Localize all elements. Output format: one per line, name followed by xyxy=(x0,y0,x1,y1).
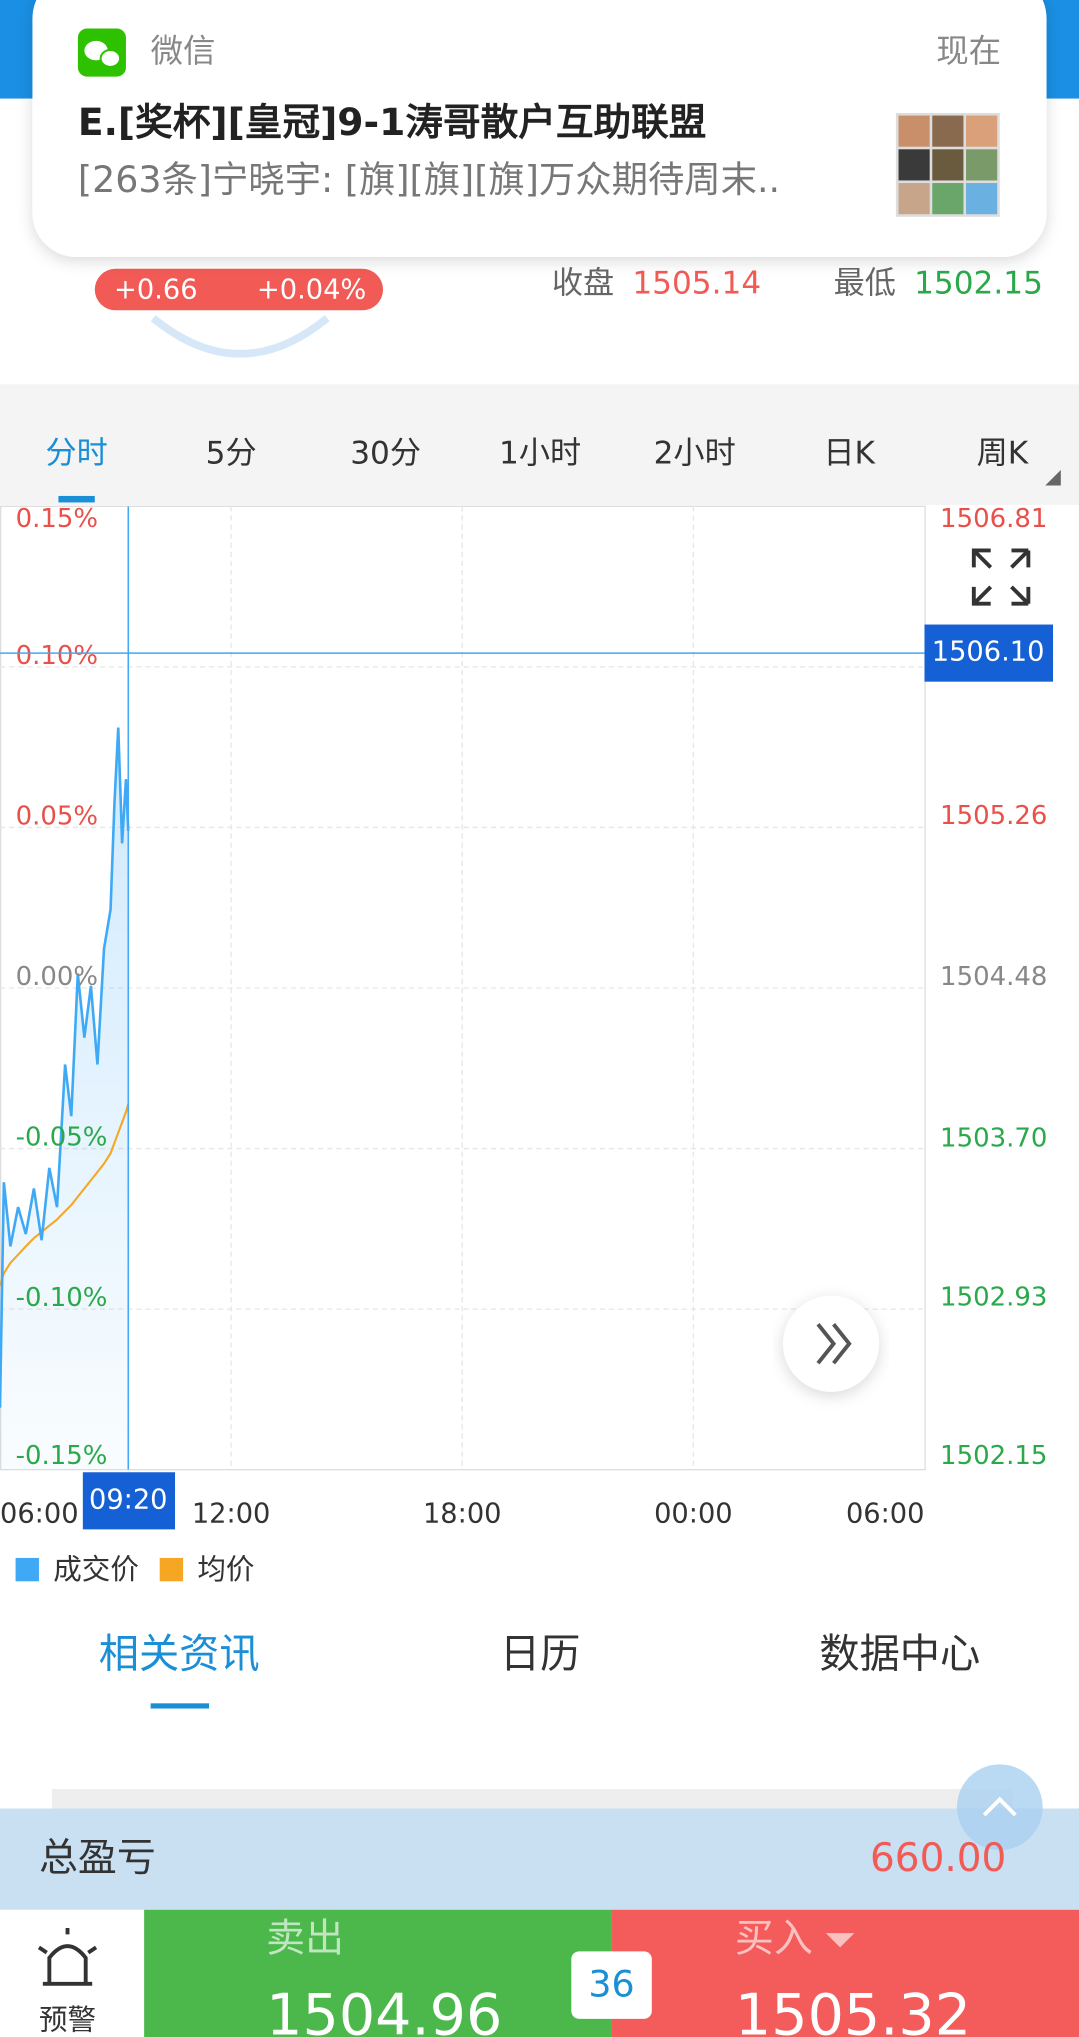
chart-bg xyxy=(0,505,1079,1593)
legend-swatch xyxy=(15,1557,39,1582)
x-tick-label: 12:00 xyxy=(192,1499,271,1530)
buy-price: 1505.32 xyxy=(735,1982,971,2037)
y-tick-label: 1506.81 xyxy=(940,504,1047,534)
period-tab[interactable]: 周K xyxy=(977,435,1030,471)
period-tab[interactable]: 分时 xyxy=(45,435,107,471)
crosshair-time-label: 09:20 xyxy=(89,1484,168,1515)
legend-label: 均价 xyxy=(197,1552,254,1586)
wechat-bubble xyxy=(99,49,122,68)
alert-button[interactable] xyxy=(0,1909,145,2037)
y-tick-label: 1503.70 xyxy=(940,1123,1047,1153)
buy-dropdown[interactable] xyxy=(825,1933,855,1948)
buy-button[interactable] xyxy=(611,1909,1079,2037)
notification-thumbnail xyxy=(895,112,1000,217)
low-label: 最低 xyxy=(834,265,896,301)
info-tab[interactable]: 相关资讯 xyxy=(99,1632,260,1678)
notification-app: 微信 xyxy=(151,32,216,70)
y2-tick-label: 0.05% xyxy=(16,802,98,832)
spread: 36 xyxy=(588,1962,634,2005)
tab-more[interactable] xyxy=(1045,469,1061,486)
sell-price: 1504.96 xyxy=(266,1982,502,2037)
average-line xyxy=(0,1103,130,1286)
buy-label: 买入 xyxy=(735,1916,813,1961)
chevrons xyxy=(816,1323,852,1365)
y-tick-label: 1504.48 xyxy=(940,962,1047,992)
x-tick-label: 18:00 xyxy=(423,1499,502,1530)
y-tick-label: 1505.26 xyxy=(940,801,1047,831)
sell-label: 卖出 xyxy=(266,1916,344,1961)
up-arrow xyxy=(982,1796,1017,1817)
gauge-arc xyxy=(150,315,330,358)
y2-tick-label: -0.15% xyxy=(16,1441,108,1471)
period-tab[interactable]: 1小时 xyxy=(499,435,581,471)
y2-tick-label: 0.00% xyxy=(16,962,98,992)
close-label: 收盘 xyxy=(552,265,614,301)
pnl-bar xyxy=(0,1808,1079,1910)
sell-button[interactable] xyxy=(144,1909,612,2037)
tab-indicator xyxy=(58,495,95,503)
period-tab[interactable]: 日K xyxy=(823,435,876,471)
info-tab[interactable]: 数据中心 xyxy=(819,1632,980,1678)
y2-tick-label: 0.15% xyxy=(16,504,98,534)
notification-card[interactable] xyxy=(32,0,1047,258)
change-pct: +0.04% xyxy=(257,274,366,305)
legend-swatch xyxy=(159,1557,184,1582)
crosshair-price-label: 1506.10 xyxy=(932,637,1045,668)
scroll-top-button[interactable] xyxy=(956,1764,1043,1851)
info-tab-indicator xyxy=(150,1703,210,1709)
period-tab-bar xyxy=(0,384,1079,506)
alert-label: 预警 xyxy=(39,2002,96,2036)
scroll-right-button[interactable] xyxy=(782,1295,880,1392)
x-tick-label: 06:00 xyxy=(846,1499,925,1530)
crosshair-price-box xyxy=(924,624,1054,682)
x-tick-label: 00:00 xyxy=(654,1499,733,1530)
info-tab[interactable]: 日历 xyxy=(500,1632,580,1678)
low-value: 1502.15 xyxy=(914,265,1043,301)
y2-tick-label: 0.10% xyxy=(16,641,98,671)
period-tab[interactable]: 5分 xyxy=(206,435,257,471)
notification-title: E.[奖杯][皇冠]9-1涛哥散户互助联盟 xyxy=(78,100,707,144)
y2-tick-label: -0.10% xyxy=(16,1283,108,1313)
y2-tick-label: -0.05% xyxy=(16,1123,108,1153)
notification-time: 现在 xyxy=(936,32,1001,70)
change-badge xyxy=(94,268,384,311)
change: +0.66 xyxy=(114,274,198,305)
spread-box xyxy=(571,1951,652,2019)
y-tick-label: 1502.15 xyxy=(940,1441,1047,1471)
y-tick-label: 1502.93 xyxy=(940,1283,1047,1313)
notification-message: [263条]宁晓宇: [旗][旗][旗]万众期待周末.. xyxy=(78,158,780,201)
period-tab[interactable]: 30分 xyxy=(350,435,421,471)
close-value: 1505.14 xyxy=(632,265,761,301)
alert-icon xyxy=(37,1927,98,1986)
expand-icon[interactable] xyxy=(971,548,1031,606)
x-tick-label: 06:00 xyxy=(0,1499,79,1530)
pnl-label: 总盈亏 xyxy=(39,1836,156,1881)
pnl-value: 660.00 xyxy=(870,1836,1006,1881)
crosshair-time-box xyxy=(82,1472,176,1530)
period-tab[interactable]: 2小时 xyxy=(654,435,736,471)
legend-label: 成交价 xyxy=(53,1552,139,1586)
price-line xyxy=(0,727,130,1408)
